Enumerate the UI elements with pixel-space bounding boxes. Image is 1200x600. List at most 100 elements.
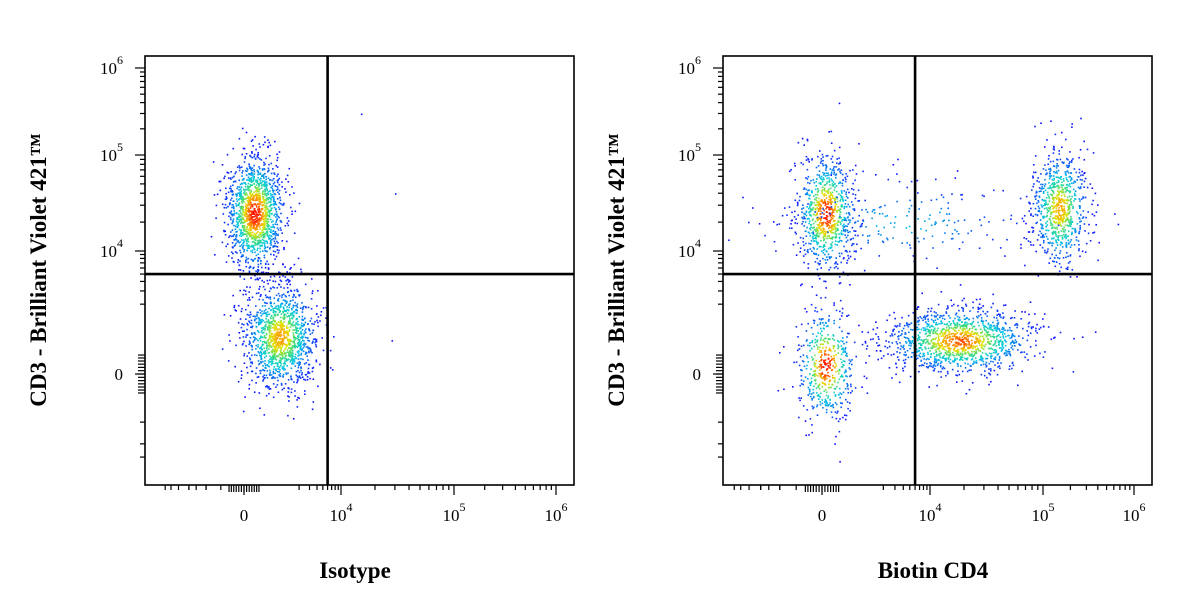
event-dot bbox=[820, 229, 822, 231]
event-dot bbox=[297, 364, 300, 367]
event-dot bbox=[234, 309, 236, 311]
event-dot bbox=[1063, 207, 1065, 210]
event-dot bbox=[267, 170, 269, 173]
event-dot bbox=[281, 340, 284, 343]
event-dot bbox=[255, 180, 257, 183]
event-dot bbox=[848, 367, 851, 369]
event-dot bbox=[257, 197, 259, 200]
event-dot bbox=[246, 242, 248, 245]
event-dot bbox=[819, 222, 821, 224]
event-dot bbox=[285, 373, 288, 375]
event-dot bbox=[263, 228, 265, 231]
event-dot bbox=[269, 344, 272, 347]
event-dot bbox=[322, 349, 325, 352]
event-dot bbox=[258, 239, 260, 242]
event-dot bbox=[265, 208, 268, 210]
event-dot bbox=[1095, 211, 1098, 213]
event-dot bbox=[1053, 184, 1055, 186]
event-dot bbox=[269, 322, 271, 325]
event-dot bbox=[840, 205, 843, 208]
event-dot bbox=[817, 203, 819, 206]
event-dot bbox=[253, 209, 256, 212]
event-dot bbox=[306, 355, 308, 357]
event-dot bbox=[824, 175, 827, 177]
event-dot bbox=[278, 193, 280, 195]
event-dot bbox=[816, 324, 819, 326]
event-dot bbox=[293, 192, 295, 194]
event-dot bbox=[1052, 197, 1055, 200]
event-dot bbox=[245, 345, 247, 347]
event-dot bbox=[1055, 209, 1058, 212]
event-dot bbox=[288, 396, 290, 398]
event-dot bbox=[257, 269, 260, 271]
event-dot bbox=[279, 343, 282, 346]
event-dot bbox=[835, 386, 838, 388]
event-dot bbox=[271, 350, 273, 353]
event-dot bbox=[843, 219, 845, 221]
event-dot bbox=[265, 352, 267, 355]
event-dot bbox=[301, 335, 303, 338]
event-dot bbox=[287, 224, 289, 227]
event-dot bbox=[811, 356, 813, 358]
event-dot bbox=[273, 189, 275, 192]
event-dot bbox=[840, 233, 843, 236]
event-dot bbox=[238, 191, 241, 194]
event-dot bbox=[893, 353, 895, 356]
event-dot bbox=[823, 337, 826, 340]
event-dot bbox=[825, 241, 827, 244]
event-dot bbox=[275, 333, 277, 335]
event-dot bbox=[993, 369, 996, 372]
event-dot bbox=[822, 231, 825, 233]
event-dot bbox=[820, 327, 822, 330]
event-dot bbox=[1061, 219, 1064, 221]
event-dot bbox=[842, 348, 844, 351]
x-tick-label: 0 bbox=[240, 506, 249, 525]
event-dot bbox=[816, 339, 819, 342]
event-dot bbox=[264, 194, 267, 196]
event-dot bbox=[826, 224, 829, 226]
event-dot bbox=[802, 383, 804, 386]
event-dot bbox=[302, 346, 305, 349]
event-dot bbox=[1060, 219, 1062, 222]
event-dot bbox=[823, 195, 826, 197]
event-dot bbox=[250, 195, 253, 198]
event-dot bbox=[840, 191, 843, 193]
event-dot bbox=[806, 250, 809, 253]
event-dot bbox=[1086, 148, 1089, 151]
event-dot bbox=[256, 376, 259, 379]
event-dot bbox=[253, 236, 256, 239]
event-dot bbox=[296, 303, 299, 305]
event-dot bbox=[830, 386, 832, 389]
event-dot bbox=[256, 188, 258, 191]
event-dot bbox=[1065, 184, 1068, 186]
event-dot bbox=[822, 339, 824, 341]
event-dot bbox=[278, 202, 281, 204]
event-dot bbox=[830, 359, 833, 361]
event-dot bbox=[840, 261, 842, 264]
event-dot bbox=[248, 195, 250, 198]
event-dot bbox=[261, 238, 264, 241]
event-dot bbox=[848, 359, 851, 361]
event-dot bbox=[286, 358, 288, 360]
event-dot bbox=[215, 204, 218, 207]
event-dot bbox=[1058, 214, 1061, 217]
event-dot bbox=[242, 293, 245, 296]
event-dot bbox=[279, 326, 282, 328]
event-dot bbox=[1065, 200, 1068, 202]
event-dot bbox=[803, 344, 805, 347]
event-dot bbox=[1040, 223, 1042, 225]
event-dot bbox=[249, 207, 252, 209]
event-dot bbox=[279, 279, 282, 282]
event-dot bbox=[824, 280, 827, 283]
event-dot bbox=[803, 187, 806, 189]
event-dot bbox=[861, 331, 864, 333]
event-dot bbox=[298, 202, 301, 205]
event-dot bbox=[276, 331, 279, 334]
event-dot bbox=[288, 339, 291, 342]
event-dot bbox=[254, 258, 256, 260]
event-dot bbox=[284, 332, 286, 334]
event-dot bbox=[264, 337, 266, 339]
event-dot bbox=[257, 253, 260, 255]
event-dot bbox=[836, 224, 839, 226]
event-dot bbox=[271, 351, 274, 354]
